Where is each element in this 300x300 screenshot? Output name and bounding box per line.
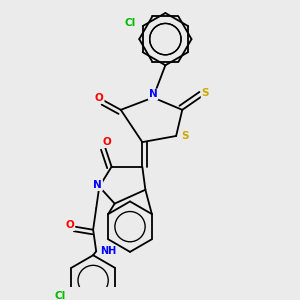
Text: O: O bbox=[66, 220, 74, 230]
Text: S: S bbox=[202, 88, 209, 98]
Text: O: O bbox=[103, 137, 111, 147]
Text: Cl: Cl bbox=[125, 18, 136, 28]
Text: S: S bbox=[182, 131, 189, 141]
Text: O: O bbox=[95, 92, 103, 103]
Text: N: N bbox=[149, 89, 158, 100]
Text: N: N bbox=[93, 180, 102, 190]
Text: Cl: Cl bbox=[55, 291, 66, 300]
Text: NH: NH bbox=[100, 246, 117, 256]
